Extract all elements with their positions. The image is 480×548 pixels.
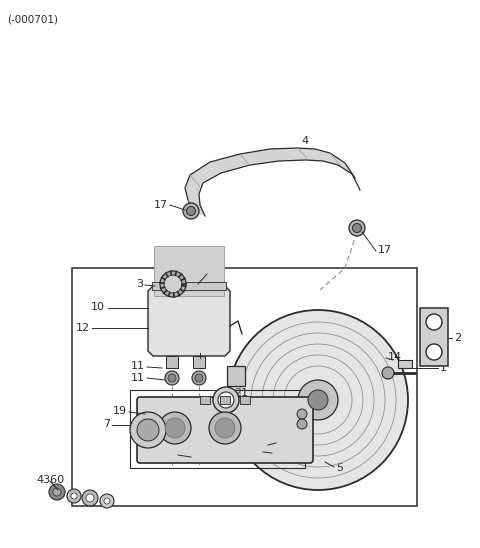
Text: 11: 11 — [131, 361, 145, 371]
Circle shape — [352, 224, 361, 232]
Bar — [398, 360, 412, 368]
Circle shape — [82, 490, 98, 506]
Bar — [154, 246, 224, 296]
Text: 17: 17 — [378, 245, 392, 255]
Bar — [72, 268, 417, 506]
Bar — [152, 282, 226, 290]
Circle shape — [165, 371, 179, 385]
Text: 12: 12 — [76, 323, 90, 333]
Circle shape — [215, 418, 235, 438]
Circle shape — [187, 207, 195, 215]
Circle shape — [298, 380, 338, 420]
Circle shape — [86, 494, 94, 502]
Circle shape — [195, 374, 203, 382]
Circle shape — [67, 489, 81, 503]
Circle shape — [160, 271, 186, 297]
Circle shape — [164, 275, 182, 293]
Circle shape — [218, 392, 234, 408]
Circle shape — [426, 344, 442, 360]
Bar — [193, 356, 205, 368]
Text: 8: 8 — [240, 399, 247, 409]
Circle shape — [192, 371, 206, 385]
FancyBboxPatch shape — [137, 397, 313, 463]
Bar — [227, 366, 245, 386]
Circle shape — [213, 387, 239, 413]
Circle shape — [100, 494, 114, 508]
Text: 6: 6 — [204, 266, 211, 276]
Bar — [130, 390, 305, 468]
Polygon shape — [148, 286, 230, 356]
Text: 9: 9 — [196, 345, 204, 355]
Circle shape — [104, 498, 110, 504]
Text: 17: 17 — [154, 200, 168, 210]
Circle shape — [165, 418, 185, 438]
Circle shape — [349, 220, 365, 236]
Bar — [420, 308, 448, 366]
Bar — [200, 396, 210, 404]
Bar — [240, 396, 250, 404]
Text: 15: 15 — [278, 437, 292, 447]
Circle shape — [168, 374, 176, 382]
Polygon shape — [185, 148, 360, 216]
Text: 4: 4 — [301, 136, 309, 146]
Circle shape — [53, 488, 61, 496]
Text: 20: 20 — [140, 421, 154, 431]
Circle shape — [209, 412, 241, 444]
Circle shape — [426, 314, 442, 330]
Text: 10: 10 — [91, 302, 105, 312]
Bar — [220, 396, 230, 404]
Circle shape — [297, 409, 307, 419]
Text: 5: 5 — [336, 463, 343, 473]
Circle shape — [183, 203, 199, 219]
Text: 19: 19 — [113, 406, 127, 416]
Text: 1: 1 — [440, 363, 447, 373]
Text: 18: 18 — [220, 405, 234, 415]
Text: (-000701): (-000701) — [7, 14, 58, 24]
Text: 3: 3 — [136, 279, 143, 289]
Circle shape — [159, 412, 191, 444]
Text: 7: 7 — [103, 419, 110, 429]
Circle shape — [382, 367, 394, 379]
Text: 21: 21 — [234, 388, 248, 398]
Circle shape — [137, 419, 159, 441]
Text: 11: 11 — [131, 373, 145, 383]
Circle shape — [49, 484, 65, 500]
Text: 16: 16 — [193, 451, 207, 461]
Circle shape — [71, 493, 77, 499]
Bar — [166, 356, 178, 368]
Circle shape — [130, 412, 166, 448]
Circle shape — [228, 310, 408, 490]
Circle shape — [308, 390, 328, 410]
Circle shape — [297, 419, 307, 429]
Text: 4360: 4360 — [36, 475, 64, 485]
Text: 2: 2 — [454, 333, 461, 343]
Text: 14: 14 — [388, 352, 402, 362]
Text: 13: 13 — [274, 447, 288, 457]
